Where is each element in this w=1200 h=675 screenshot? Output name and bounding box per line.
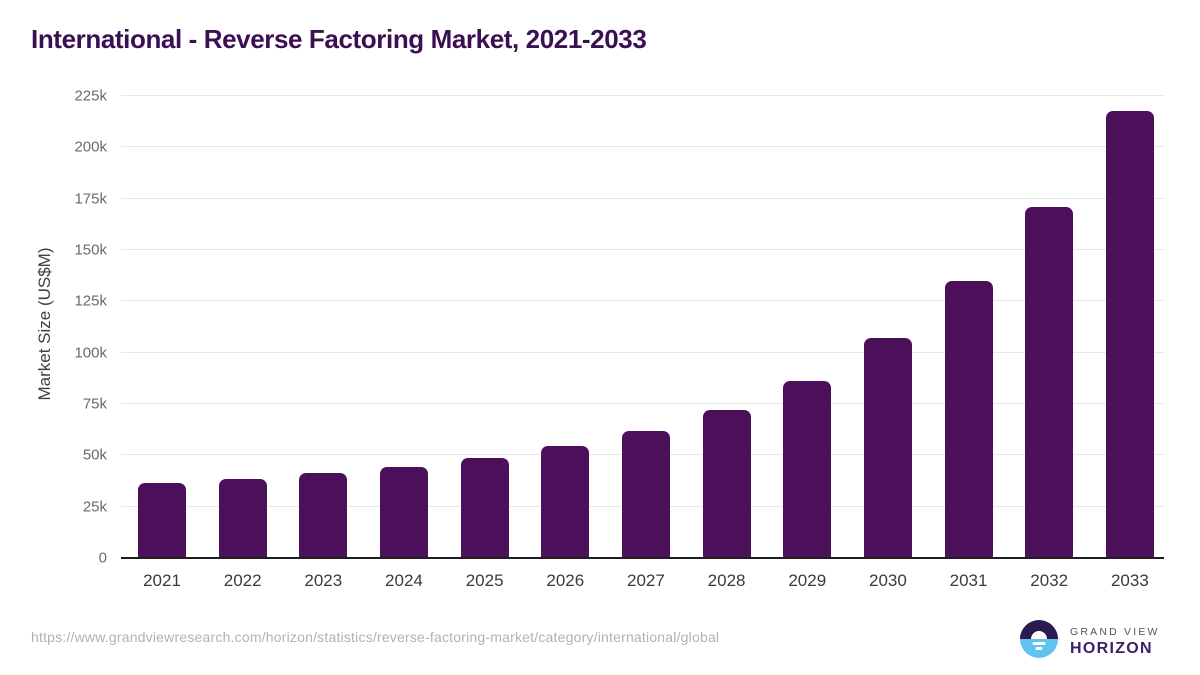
gridline-150k — [121, 249, 1164, 251]
x-tick-2024: 2024 — [385, 571, 423, 590]
grand-view-horizon-logo: GRAND VIEW HORIZON — [1019, 619, 1160, 664]
y-tick-225k: 225k — [74, 87, 107, 105]
y-tick-200k: 200k — [74, 138, 107, 156]
bar-2033[interactable] — [1105, 110, 1154, 558]
x-tick-2026: 2026 — [546, 571, 585, 590]
bar-column-2030: 2030 — [863, 96, 912, 590]
bar-column-2032: 2032 — [1025, 96, 1074, 590]
bar-2029[interactable] — [783, 381, 832, 558]
bar-2025[interactable] — [460, 457, 509, 558]
bar-2028[interactable] — [702, 410, 751, 558]
x-tick-2023: 2023 — [304, 571, 343, 590]
y-axis-title: Market Size (US$M) — [35, 247, 54, 401]
bar-2023[interactable] — [299, 472, 348, 558]
x-tick-2032: 2032 — [1030, 571, 1069, 590]
bar-2024[interactable] — [379, 466, 428, 558]
y-tick-175k: 175k — [74, 190, 107, 208]
x-tick-2028: 2028 — [707, 571, 746, 590]
bar-2022[interactable] — [218, 478, 267, 558]
bar-column-2029: 2029 — [783, 96, 832, 590]
gridline-225k — [121, 95, 1164, 96]
x-tick-2029: 2029 — [788, 571, 827, 590]
source-url: https://www.grandviewresearch.com/horizo… — [31, 629, 720, 645]
bar-column-2031: 2031 — [944, 96, 993, 590]
x-tick-2021: 2021 — [143, 571, 181, 590]
logo-text: GRAND VIEW HORIZON — [1070, 626, 1160, 658]
x-tick-2027: 2027 — [627, 571, 665, 590]
bar-column-2028: 2028 — [702, 96, 751, 590]
y-tick-100k: 100k — [74, 344, 107, 362]
bar-column-2025: 2025 — [460, 96, 509, 590]
y-tick-150k: 150k — [74, 241, 107, 259]
x-tick-2025: 2025 — [465, 571, 504, 590]
bar-2026[interactable] — [541, 446, 590, 558]
bar-column-2023: 2023 — [299, 96, 348, 590]
gridline-125k — [121, 300, 1164, 302]
y-tick-25k: 25k — [82, 498, 107, 516]
bar-2031[interactable] — [944, 281, 993, 558]
logo-line-grand-view: GRAND VIEW — [1070, 625, 1160, 638]
bar-column-2022: 2022 — [218, 96, 267, 590]
horizon-sun-logo-icon — [1019, 619, 1059, 664]
y-tick-125k: 125k — [74, 292, 107, 310]
logo-line-horizon: HORIZON — [1070, 639, 1153, 657]
bar-column-2024: 2024 — [379, 96, 428, 590]
bar-column-2026: 2026 — [541, 96, 590, 590]
bar-2032[interactable] — [1025, 207, 1074, 558]
gridline-100k — [121, 351, 1164, 353]
x-tick-2033: 2033 — [1110, 571, 1149, 590]
bar-column-2033: 2033 — [1105, 96, 1154, 590]
x-tick-2022: 2022 — [223, 571, 262, 590]
x-axis-line — [121, 557, 1164, 559]
gridline-200k — [121, 146, 1164, 148]
bar-column-2027: 2027 — [621, 96, 670, 590]
y-tick-0: 0 — [98, 549, 107, 567]
plot-area: 2021 2022 2023 2024 2025 2026 2027 2028 2029 2030… — [74, 88, 1164, 590]
bar-2030[interactable] — [863, 337, 912, 558]
y-tick-75k: 75k — [82, 395, 107, 413]
bar-2021[interactable] — [138, 482, 186, 558]
bar-2027[interactable] — [621, 431, 670, 558]
gridline-75k — [121, 403, 1164, 405]
gridline-175k — [121, 197, 1164, 199]
y-tick-50k: 50k — [82, 446, 107, 464]
x-tick-2030: 2030 — [868, 571, 907, 590]
bars-container: 2021 2022 2023 2024 2025 2026 2027 2028 2029 2030… — [138, 96, 1154, 590]
chart-title: International - Reverse Factoring Market… — [31, 24, 647, 54]
bar-column-2021: 2021 — [138, 96, 186, 590]
x-tick-2031: 2031 — [949, 571, 988, 590]
